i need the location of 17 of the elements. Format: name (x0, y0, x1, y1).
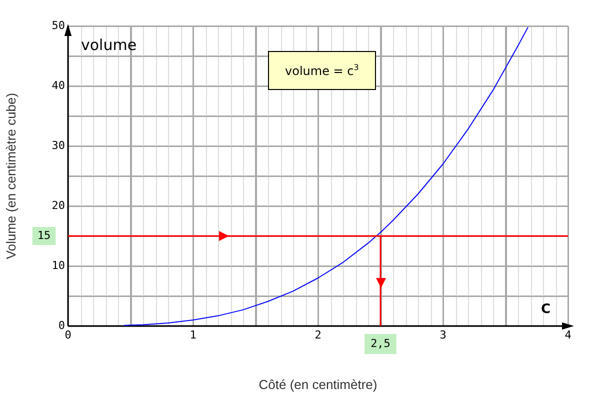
x-tick-label: 3 (440, 328, 446, 342)
y-tick-label: 50 (52, 18, 65, 32)
ref-line-label: 2,5 (370, 336, 390, 350)
annotation: volume (81, 36, 137, 54)
y-tick-label: 40 (52, 78, 65, 92)
y-tick-label: 10 (52, 258, 65, 272)
x-tick-label: 2 (314, 328, 322, 342)
annotation: C (541, 302, 551, 317)
y-axis-title: Volume (en centimètre cube) (3, 92, 18, 260)
ref-line-label: 15 (37, 228, 51, 242)
y-tick-label: 20 (52, 198, 65, 212)
x-axis-title: Côté (en centimètre) (258, 376, 378, 392)
y-tick-label: 30 (52, 138, 65, 152)
x-tick-label: 4 (564, 328, 572, 342)
x-tick-label: 1 (190, 328, 196, 342)
annotation: volume = c$^{3}$ (268, 51, 376, 90)
y-tick-label: 0 (58, 318, 65, 332)
